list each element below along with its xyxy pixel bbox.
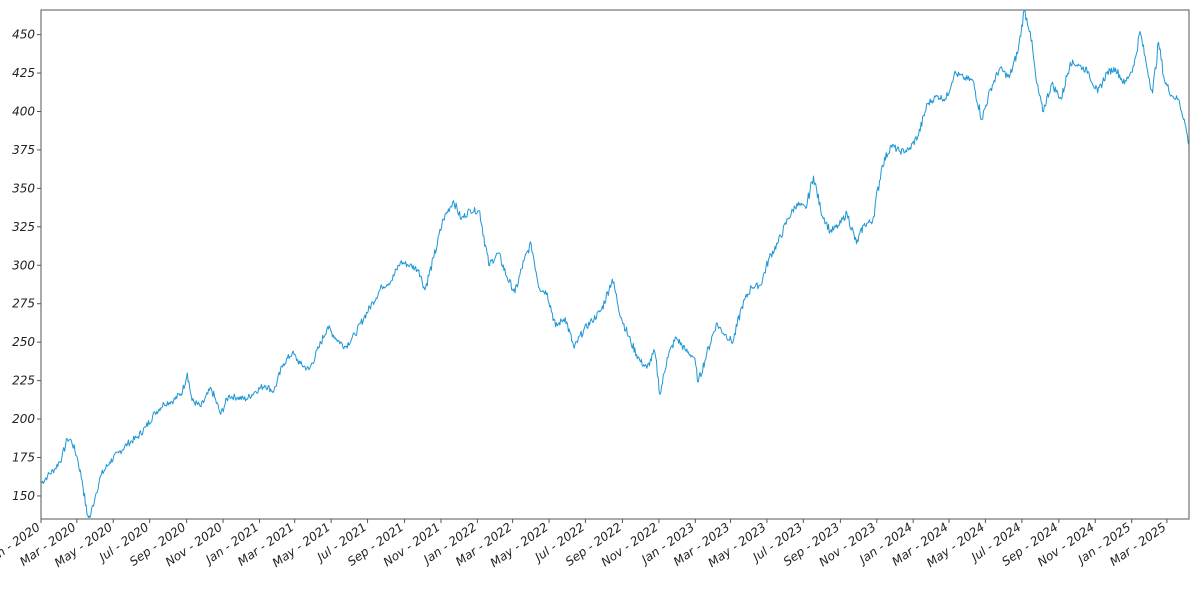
y-tick-label: 450 [12, 28, 35, 42]
y-tick-label: 300 [12, 258, 35, 272]
series-layer [40, 9, 1190, 519]
y-axis: 150 175 200 225 250 275 300 325 350 375 400 425 450 [12, 28, 41, 503]
y-tick-label: 325 [12, 220, 35, 234]
series-line [40, 9, 1190, 519]
y-tick-label: 375 [12, 143, 35, 157]
y-tick-label: 350 [12, 181, 35, 195]
plot-area: 150175200225250275300325350375400425450 … [0, 9, 1190, 570]
plot-frame [40, 9, 1190, 520]
y-tick-label: 150 [12, 489, 35, 503]
y-tick-label: 200 [12, 412, 35, 426]
y-tick-label: 175 [12, 450, 35, 464]
y-tick-label: 225 [12, 374, 35, 388]
y-tick-label: 425 [12, 66, 35, 80]
y-tick-label: 275 [12, 297, 35, 311]
y-tick-label: 400 [12, 104, 35, 118]
y-tick-label: 250 [12, 335, 35, 349]
